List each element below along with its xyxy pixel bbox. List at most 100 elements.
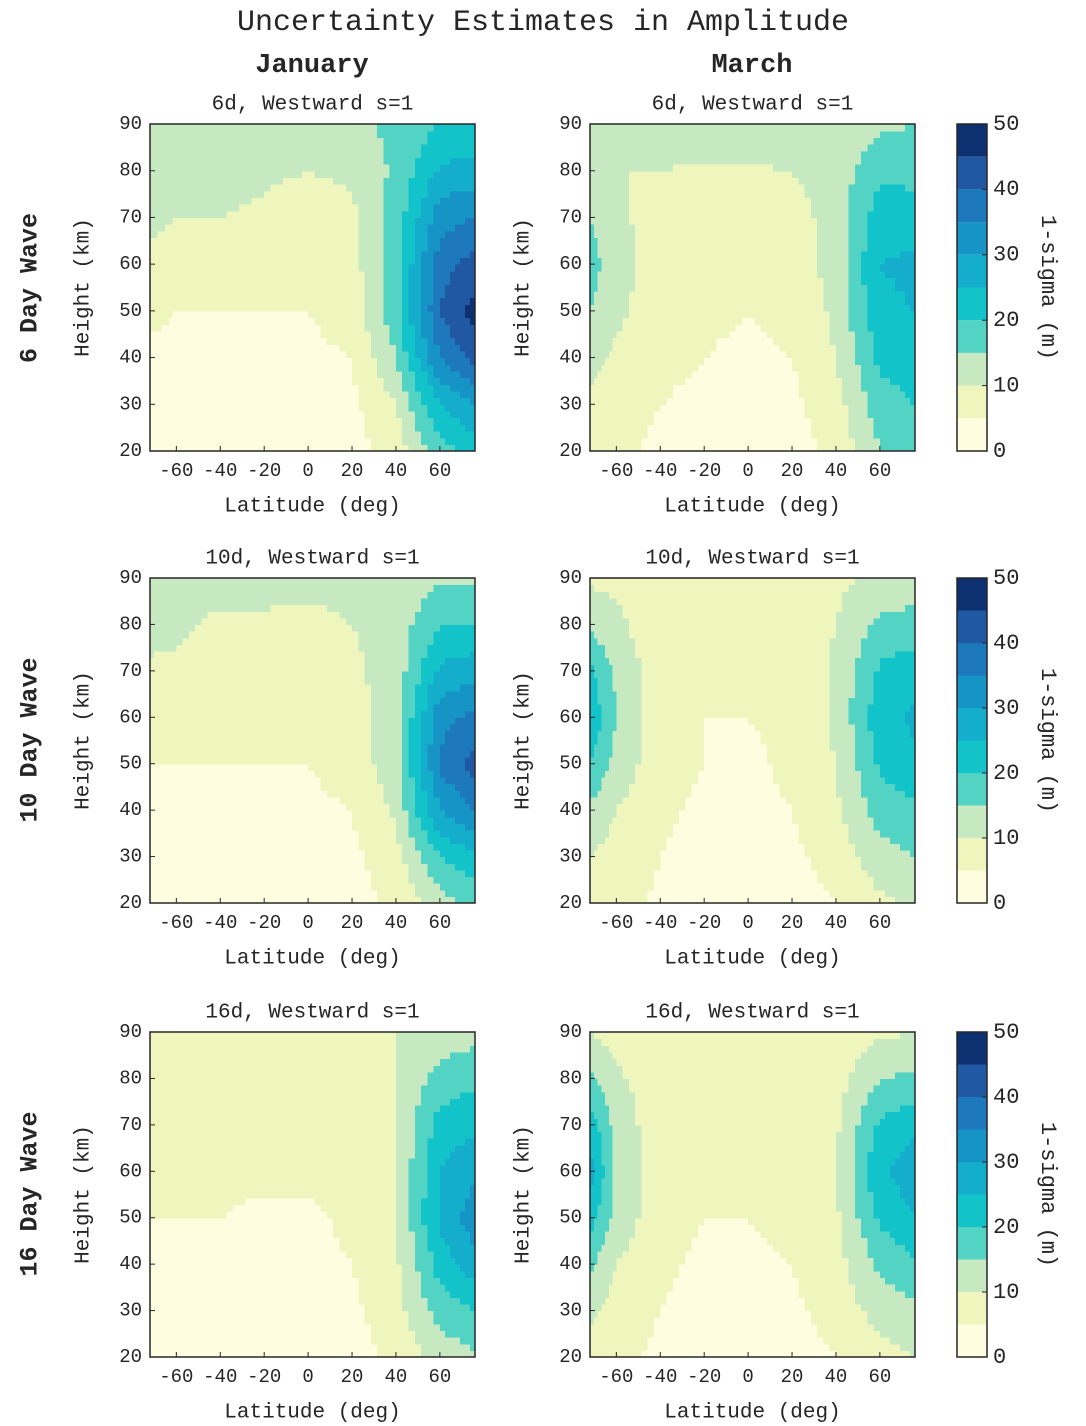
contour-cell: [421, 390, 428, 399]
contour-cell: [295, 177, 303, 185]
contour-cell: [760, 257, 768, 265]
contour-cell: [873, 237, 881, 245]
contour-cell: [608, 384, 614, 392]
contour-cell: [345, 250, 353, 259]
contour-cell: [245, 364, 253, 372]
contour-cell: [723, 237, 730, 245]
contour-cell: [270, 290, 278, 299]
contour-cell: [408, 137, 416, 145]
contour-cell: [628, 250, 636, 259]
contour-cell: [867, 384, 875, 392]
contour-cell: [421, 137, 428, 145]
contour-cell: [232, 350, 240, 359]
contour-cell: [383, 397, 391, 405]
contour-cell: [339, 410, 347, 419]
contour-cell: [364, 197, 372, 205]
contour-cell: [647, 344, 655, 352]
contour-cell: [710, 217, 718, 225]
contour-cell: [326, 430, 334, 439]
contour-cell: [660, 377, 668, 385]
contour-cell: [597, 204, 602, 212]
contour-cell: [326, 304, 334, 312]
contour-cell: [395, 217, 403, 225]
contour-cell: [899, 237, 906, 245]
contour-cell: [601, 257, 606, 265]
contour-cell: [608, 210, 614, 219]
contour-cell: [433, 384, 441, 392]
contour-cell: [879, 397, 886, 405]
contour-cell: [427, 284, 435, 292]
contour-cell: [672, 184, 680, 192]
contour-cell: [798, 284, 806, 292]
contour-cell: [314, 370, 322, 379]
contour-cell: [723, 264, 730, 272]
contour-cell: [779, 364, 787, 372]
contour-cell: [168, 244, 174, 252]
contour-cell: [389, 317, 397, 325]
contour-cell: [590, 364, 595, 372]
x-tick-label: 0: [302, 460, 313, 482]
contour-cell: [449, 344, 456, 352]
contour-cell: [628, 344, 636, 352]
contour-cell: [593, 224, 599, 232]
contour-cell: [704, 297, 712, 305]
contour-cell: [723, 437, 730, 445]
contour-cell: [773, 170, 781, 178]
contour-cell: [723, 170, 730, 178]
contour-cell: [153, 230, 159, 239]
contour-cell: [894, 390, 901, 399]
contour-cell: [308, 164, 315, 172]
contour-cell: [213, 430, 221, 439]
contour-cell: [339, 290, 347, 299]
contour-cell: [433, 217, 441, 225]
contour-cell: [899, 444, 906, 452]
contour-cell: [226, 144, 234, 152]
contour-cell: [854, 310, 862, 319]
contour-cell: [884, 290, 891, 299]
contour-cell: [339, 164, 347, 172]
contour-cell: [616, 317, 624, 325]
contour-cell: [389, 377, 397, 385]
contour-cell: [622, 370, 630, 379]
contour-cell: [823, 384, 831, 392]
contour-cell: [326, 150, 334, 158]
contour-cell: [326, 270, 334, 279]
contour-cell: [835, 230, 843, 239]
contour-cell: [276, 330, 284, 339]
contour-cell: [773, 444, 781, 452]
x-axis-label: Latitude (deg): [224, 496, 400, 519]
contour-cell: [817, 364, 824, 372]
contour-cell: [590, 430, 595, 439]
contour-cell: [635, 324, 643, 332]
contour-cell: [195, 437, 203, 445]
contour-cell: [766, 284, 774, 292]
contour-cell: [301, 390, 309, 399]
contour-cell: [320, 317, 328, 325]
contour-cell: [641, 177, 649, 185]
contour-cell: [754, 184, 762, 192]
contour-cell: [264, 337, 272, 345]
contour-cell: [308, 310, 315, 319]
contour-cell: [301, 344, 309, 352]
contour-cell: [647, 324, 655, 332]
contour-cell: [157, 357, 162, 365]
contour-cell: [464, 290, 471, 299]
contour-cell: [165, 270, 170, 279]
contour-cell: [889, 277, 896, 285]
contour-cell: [748, 430, 755, 439]
contour-cell: [182, 357, 190, 365]
contour-cell: [590, 310, 595, 319]
contour-cell: [433, 430, 441, 439]
contour-cell: [283, 244, 290, 252]
contour-cell: [616, 217, 624, 225]
contour-cell: [904, 230, 911, 239]
contour-cell: [848, 377, 856, 385]
contour-cell: [333, 437, 341, 445]
contour-cell: [792, 230, 799, 239]
contour-cell: [810, 237, 818, 245]
contour-cell: [785, 217, 793, 225]
contour-cell: [867, 344, 875, 352]
contour-cell: [666, 444, 674, 452]
contour-cell: [884, 404, 891, 412]
contour-cell: [879, 224, 886, 232]
